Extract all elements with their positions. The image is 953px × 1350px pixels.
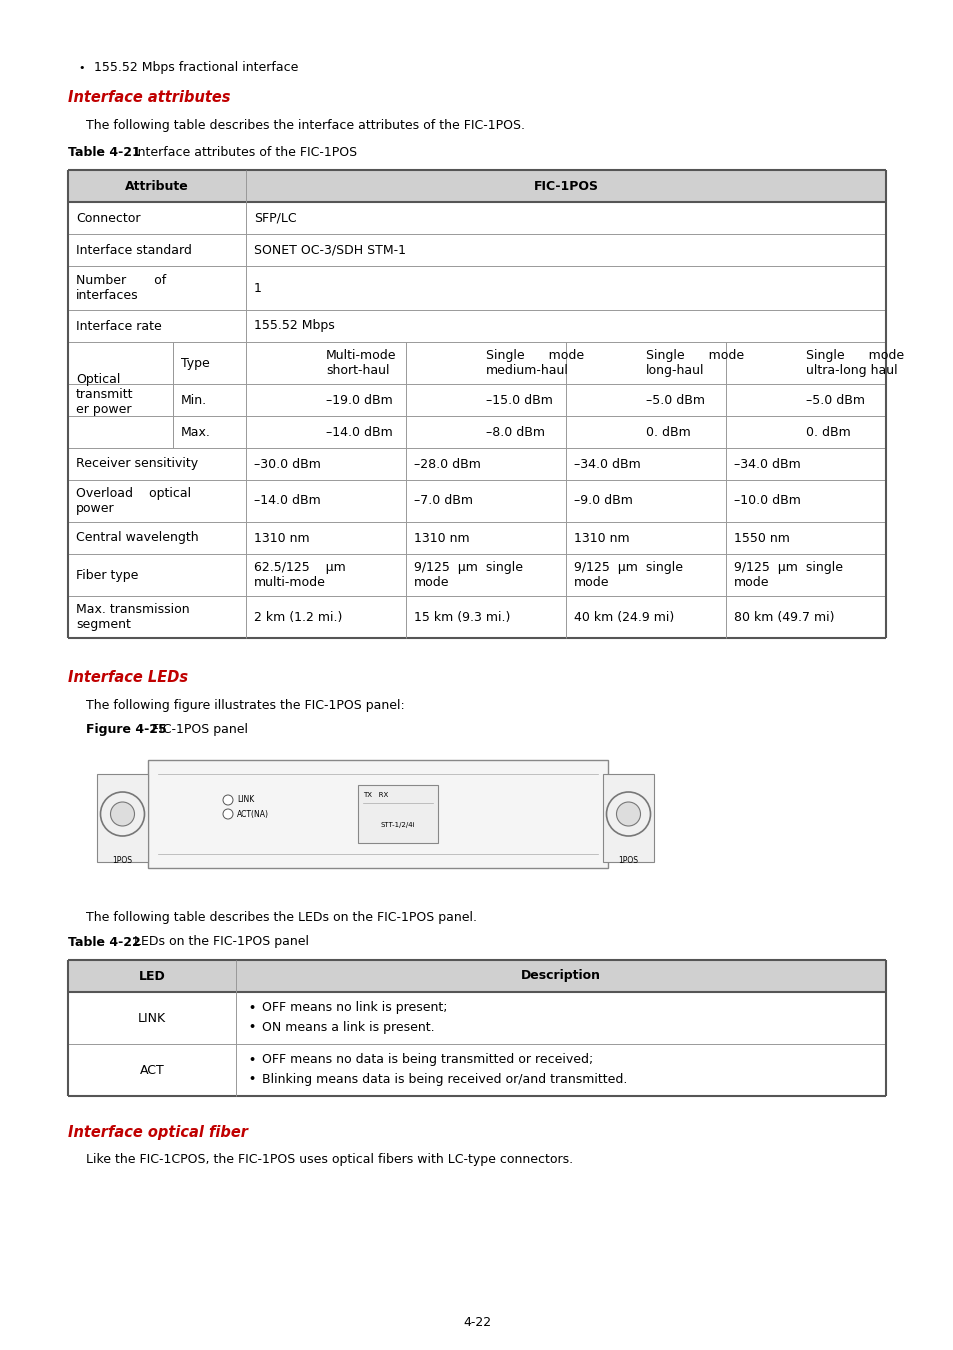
- Text: Blinking means data is being received or/and transmitted.: Blinking means data is being received or…: [262, 1073, 627, 1085]
- Circle shape: [223, 809, 233, 819]
- Text: Like the FIC-1CPOS, the FIC-1POS uses optical fibers with LC-type connectors.: Like the FIC-1CPOS, the FIC-1POS uses op…: [86, 1153, 573, 1166]
- Text: 9/125  μm  single
mode: 9/125 μm single mode: [414, 562, 522, 589]
- Text: –8.0 dBm: –8.0 dBm: [485, 425, 544, 439]
- Text: Description: Description: [520, 969, 600, 983]
- Text: STT-1/2/4i: STT-1/2/4i: [380, 822, 415, 828]
- Text: 40 km (24.9 mi): 40 km (24.9 mi): [574, 610, 674, 624]
- Text: –30.0 dBm: –30.0 dBm: [253, 458, 320, 471]
- Text: Connector: Connector: [76, 212, 140, 224]
- Text: LINK: LINK: [138, 1011, 166, 1025]
- Circle shape: [111, 802, 134, 826]
- Text: Overload    optical
power: Overload optical power: [76, 487, 191, 514]
- Text: Number       of
interfaces: Number of interfaces: [76, 274, 166, 302]
- Text: LEDs on the FIC-1POS panel: LEDs on the FIC-1POS panel: [130, 936, 309, 949]
- Text: –34.0 dBm: –34.0 dBm: [574, 458, 640, 471]
- Text: Attribute: Attribute: [125, 180, 189, 193]
- Text: 1310 nm: 1310 nm: [574, 532, 629, 544]
- Text: •: •: [248, 1054, 254, 1065]
- Text: Min.: Min.: [181, 393, 207, 406]
- Bar: [68, 170, 885, 202]
- Text: Interface standard: Interface standard: [76, 243, 192, 256]
- Text: 2 km (1.2 mi.): 2 km (1.2 mi.): [253, 610, 342, 624]
- Text: Fiber type: Fiber type: [76, 568, 138, 582]
- Text: OFF means no link is present;: OFF means no link is present;: [262, 1002, 447, 1014]
- Text: The following figure illustrates the FIC-1POS panel:: The following figure illustrates the FIC…: [86, 699, 404, 713]
- Text: 155.52 Mbps: 155.52 Mbps: [253, 320, 335, 332]
- Text: Central wavelength: Central wavelength: [76, 532, 198, 544]
- Text: –9.0 dBm: –9.0 dBm: [574, 494, 632, 508]
- Text: Single      mode
medium-haul: Single mode medium-haul: [485, 350, 583, 377]
- Text: 1POS: 1POS: [618, 856, 638, 865]
- Text: 1310 nm: 1310 nm: [253, 532, 310, 544]
- Text: ACT(NA): ACT(NA): [236, 810, 269, 818]
- Text: Interface optical fiber: Interface optical fiber: [68, 1125, 248, 1139]
- Text: Single      mode
long-haul: Single mode long-haul: [645, 350, 743, 377]
- Text: Type: Type: [181, 356, 210, 370]
- Text: Table 4-22: Table 4-22: [68, 936, 141, 949]
- Circle shape: [100, 792, 144, 836]
- Bar: [357, 784, 437, 842]
- Text: Interface attributes of the FIC-1POS: Interface attributes of the FIC-1POS: [130, 146, 356, 158]
- Circle shape: [606, 792, 650, 836]
- Circle shape: [616, 802, 639, 826]
- Text: –28.0 dBm: –28.0 dBm: [414, 458, 480, 471]
- Text: 155.52 Mbps fractional interface: 155.52 Mbps fractional interface: [94, 62, 298, 74]
- Text: •: •: [248, 1075, 254, 1084]
- Circle shape: [223, 795, 233, 805]
- Text: •: •: [79, 63, 85, 73]
- Text: 62.5/125    μm
multi-mode: 62.5/125 μm multi-mode: [253, 562, 345, 589]
- Text: 4-22: 4-22: [462, 1315, 491, 1328]
- Text: ON means a link is present.: ON means a link is present.: [262, 1021, 435, 1034]
- Text: 1550 nm: 1550 nm: [733, 532, 789, 544]
- Text: 15 km (9.3 mi.): 15 km (9.3 mi.): [414, 610, 510, 624]
- Text: •: •: [248, 1003, 254, 1012]
- Text: The following table describes the interface attributes of the FIC-1POS.: The following table describes the interf…: [86, 120, 524, 132]
- Text: –34.0 dBm: –34.0 dBm: [733, 458, 800, 471]
- Text: OFF means no data is being transmitted or received;: OFF means no data is being transmitted o…: [262, 1053, 593, 1066]
- Text: –14.0 dBm: –14.0 dBm: [326, 425, 393, 439]
- Text: FIC-1POS panel: FIC-1POS panel: [148, 724, 248, 737]
- Text: FIC-1POS: FIC-1POS: [533, 180, 598, 193]
- Text: Interface attributes: Interface attributes: [68, 90, 231, 105]
- Text: –19.0 dBm: –19.0 dBm: [326, 393, 393, 406]
- Text: –15.0 dBm: –15.0 dBm: [485, 393, 553, 406]
- Text: SFP/LC: SFP/LC: [253, 212, 296, 224]
- Text: 0. dBm: 0. dBm: [805, 425, 850, 439]
- Bar: [602, 774, 654, 863]
- Text: Max. transmission
segment: Max. transmission segment: [76, 603, 190, 630]
- Text: –7.0 dBm: –7.0 dBm: [414, 494, 473, 508]
- Text: –5.0 dBm: –5.0 dBm: [645, 393, 704, 406]
- Text: 1POS: 1POS: [112, 856, 132, 865]
- Bar: [97, 774, 148, 863]
- Text: The following table describes the LEDs on the FIC-1POS panel.: The following table describes the LEDs o…: [86, 911, 476, 925]
- Text: 0. dBm: 0. dBm: [645, 425, 690, 439]
- Text: 1: 1: [253, 282, 262, 294]
- Text: TX   RX: TX RX: [363, 792, 388, 798]
- Text: Interface rate: Interface rate: [76, 320, 162, 332]
- Text: Single      mode
ultra-long haul: Single mode ultra-long haul: [805, 350, 903, 377]
- Bar: [68, 960, 885, 992]
- Text: Interface LEDs: Interface LEDs: [68, 671, 188, 686]
- Text: 9/125  μm  single
mode: 9/125 μm single mode: [733, 562, 842, 589]
- Text: 9/125  μm  single
mode: 9/125 μm single mode: [574, 562, 682, 589]
- Text: –5.0 dBm: –5.0 dBm: [805, 393, 864, 406]
- Text: 1310 nm: 1310 nm: [414, 532, 469, 544]
- Text: Max.: Max.: [181, 425, 211, 439]
- Bar: [148, 760, 607, 868]
- Text: –14.0 dBm: –14.0 dBm: [253, 494, 320, 508]
- Text: Optical
transmitt
er power: Optical transmitt er power: [76, 374, 133, 417]
- Text: –10.0 dBm: –10.0 dBm: [733, 494, 800, 508]
- Text: LINK: LINK: [236, 795, 254, 805]
- Text: 80 km (49.7 mi): 80 km (49.7 mi): [733, 610, 834, 624]
- Text: Receiver sensitivity: Receiver sensitivity: [76, 458, 198, 471]
- Text: Multi-mode
short-haul: Multi-mode short-haul: [326, 350, 396, 377]
- Text: ACT: ACT: [139, 1064, 164, 1076]
- Text: SONET OC-3/SDH STM-1: SONET OC-3/SDH STM-1: [253, 243, 406, 256]
- Text: LED: LED: [138, 969, 165, 983]
- Text: •: •: [248, 1022, 254, 1033]
- Text: Table 4-21: Table 4-21: [68, 146, 141, 158]
- Text: Figure 4-25: Figure 4-25: [86, 724, 167, 737]
